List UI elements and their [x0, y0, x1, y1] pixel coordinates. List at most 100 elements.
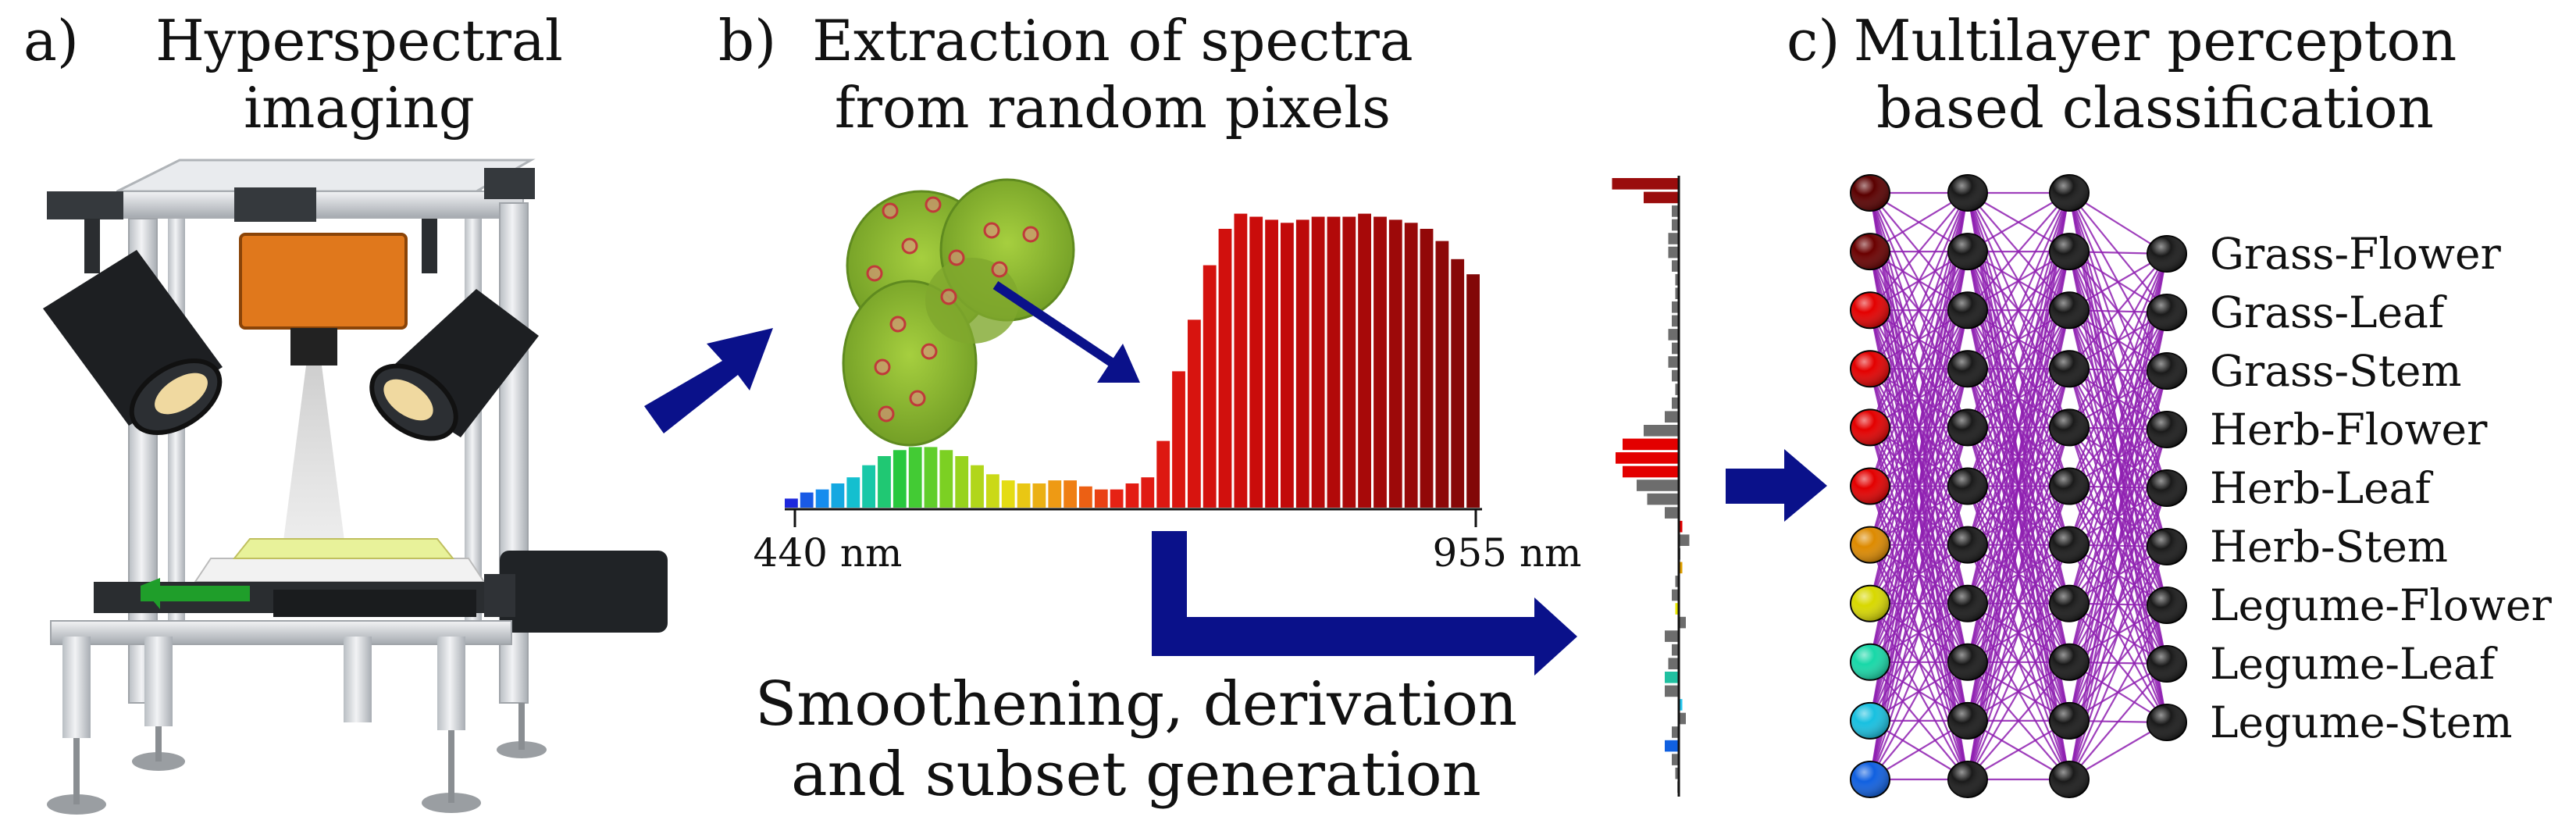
hyperspectral-imaging-rig-illustration — [43, 159, 668, 815]
network-edge — [2068, 253, 2168, 487]
processing-caption-line1: Smoothening, derivation — [755, 669, 1517, 740]
class-label: Grass-Leaf — [2210, 287, 2447, 337]
hidden-node-shading — [2050, 292, 2089, 329]
derivative-bar — [1665, 630, 1679, 642]
derivative-bar — [1668, 329, 1679, 341]
spectrum-bar — [1094, 489, 1108, 508]
spectrum-bar — [893, 450, 907, 508]
network-nodes — [1850, 174, 2187, 798]
derivative-bar — [1665, 685, 1679, 697]
hidden-node-shading — [1948, 468, 1987, 505]
network-edge — [2068, 253, 2168, 428]
panel-c: c) Multilayer percepton based classifica… — [1787, 8, 2552, 798]
derivative-bar — [1679, 616, 1686, 629]
network-edge — [1869, 192, 1969, 311]
derivative-bar — [1668, 356, 1679, 368]
panel-b: b) Extraction of spectra from random pix… — [718, 8, 1690, 810]
spectrum-bar — [1358, 213, 1371, 508]
network-edge — [1966, 251, 2071, 780]
derivative-bar — [1668, 658, 1679, 669]
processing-caption-line2: and subset generation — [791, 740, 1481, 810]
derivative-bar — [1675, 383, 1679, 395]
network-edge — [2068, 663, 2168, 780]
derivative-bar — [1644, 191, 1679, 204]
hidden-node-shading — [1948, 175, 1987, 211]
network-edge — [1966, 192, 2071, 780]
network-edge — [1869, 661, 1969, 780]
network-edge — [1966, 192, 2071, 428]
derivative-bar — [1644, 425, 1679, 437]
network-edge — [1967, 603, 2070, 780]
network-edge — [1869, 192, 1969, 369]
hidden-node-shading — [2050, 526, 2089, 563]
clover-leaf-illustration — [842, 178, 1075, 447]
network-edge — [1967, 192, 2070, 369]
derivative-bar — [1637, 480, 1679, 491]
hidden-node-shading — [2050, 409, 2089, 446]
derivative-bar — [1675, 576, 1679, 587]
spectrum-bar — [1374, 216, 1387, 508]
panel-b-title-line1: Extraction of spectra — [812, 8, 1413, 73]
output-node-shading — [2147, 294, 2186, 330]
derivative-bar — [1679, 699, 1683, 711]
input-node-shading — [1851, 761, 1890, 797]
network-edge — [1869, 192, 1969, 663]
hidden-node-shading — [1948, 409, 1987, 446]
output-node-shading — [2147, 529, 2186, 565]
spectrum-bar — [800, 492, 814, 508]
derivative-bar — [1612, 178, 1679, 190]
spectrum-bar — [1202, 265, 1217, 508]
left-lamp-illustration — [43, 219, 223, 436]
panel-a: a) Hyperspectral imaging — [23, 8, 668, 815]
class-label: Legume-Flower — [2210, 580, 2552, 630]
arrow-b-to-c — [1726, 449, 1827, 522]
spectrum-bar — [1110, 489, 1124, 508]
hidden-node-shading — [2050, 351, 2089, 387]
spectrum-bar — [1234, 213, 1248, 508]
spectrum-bar — [986, 474, 999, 508]
hidden-node-shading — [1948, 526, 1987, 563]
class-label: Herb-Flower — [2210, 405, 2488, 455]
panel-c-letter: c) — [1787, 8, 1840, 73]
network-edge — [1966, 192, 2071, 663]
sampled-pixel-markers — [866, 196, 1039, 423]
spectrum-bar — [955, 456, 969, 508]
network-edge — [2068, 604, 2168, 780]
spectrum-bar — [1141, 477, 1155, 508]
spectrum-bar — [1311, 216, 1325, 508]
network-edge — [1869, 309, 1969, 780]
class-label: Grass-Flower — [2210, 229, 2502, 279]
hidden-node-shading — [1948, 351, 1987, 387]
spectrum-bar — [1125, 483, 1139, 508]
network-edge — [1967, 661, 2070, 780]
derivative-bar — [1672, 369, 1679, 382]
spectrum-bar — [785, 498, 798, 508]
spectrum-bar — [939, 450, 953, 508]
spectrum-bar — [1017, 483, 1031, 508]
input-node-shading — [1851, 409, 1890, 446]
derivative-bar — [1672, 219, 1679, 231]
spectrum-bar — [1048, 480, 1062, 508]
derivative-bar — [1672, 301, 1679, 313]
network-connections — [1869, 191, 2168, 781]
network-edge — [1869, 192, 1969, 780]
output-node-shading — [2147, 412, 2186, 448]
derivative-bar — [1665, 507, 1679, 519]
spectrum-bar — [1388, 219, 1402, 508]
panel-a-letter: a) — [23, 8, 79, 73]
derivative-bar — [1672, 754, 1679, 765]
spectrum-bar — [971, 465, 984, 508]
mean-spectrum-bar-chart — [785, 213, 1480, 508]
spectrum-bar — [846, 477, 860, 508]
network-edge — [1869, 544, 1969, 780]
spectrum-bar — [1327, 216, 1341, 508]
derivative-bar — [1675, 603, 1679, 615]
derivative-bar — [1675, 287, 1679, 299]
derivative-bar — [1672, 315, 1679, 327]
derivative-bar — [1679, 520, 1683, 533]
spectrum-bar — [878, 456, 891, 508]
derivative-bar — [1616, 452, 1679, 464]
class-label: Herb-Leaf — [2210, 463, 2433, 513]
output-node-shading — [2147, 470, 2186, 506]
derivative-bar — [1672, 260, 1679, 272]
